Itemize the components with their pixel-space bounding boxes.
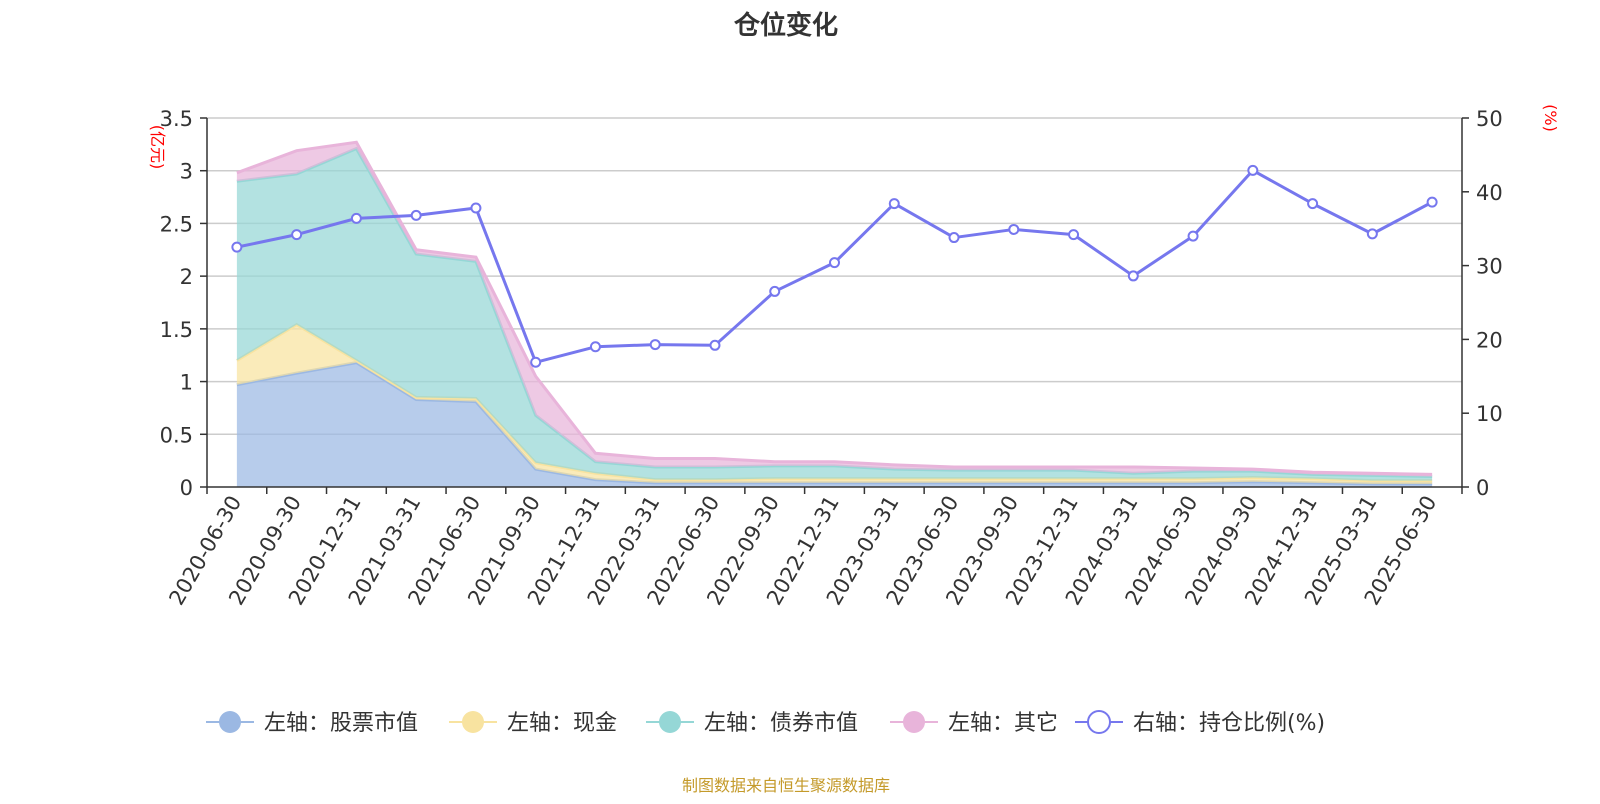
ratio-point — [948, 232, 960, 244]
left-axis-tick-label: 0.5 — [160, 423, 193, 447]
legend-marker — [903, 711, 925, 733]
ratio-point — [1068, 229, 1080, 241]
right-axis-unit-label: (%) — [1541, 104, 1560, 132]
ratio-point — [1307, 198, 1319, 210]
ratio-point — [530, 356, 542, 368]
ratio-point — [1008, 223, 1020, 235]
left-axis-tick-label: 0 — [180, 476, 193, 500]
ratio-point — [350, 212, 362, 224]
ratio-point — [1247, 164, 1259, 176]
legend-label: 左轴：债券市值 — [704, 711, 858, 736]
area-series-1 — [236, 362, 1433, 487]
ratio-point — [709, 339, 721, 351]
ratio-point — [589, 341, 601, 353]
source-note: 制图数据来自恒生聚源数据库 — [682, 776, 890, 795]
left-axis-tick-label: 3 — [180, 160, 193, 184]
right-axis-tick-label: 10 — [1476, 402, 1503, 426]
left-axis-tick-label: 1 — [180, 371, 193, 395]
right-axis-tick-label: 30 — [1476, 255, 1503, 279]
legend-marker — [462, 711, 484, 733]
left-axis-unit-label: (亿元) — [148, 125, 167, 170]
left-axis-tick-label: 2 — [180, 265, 193, 289]
position-ratio-line — [231, 164, 1438, 368]
left-axis-tick-label: 1.5 — [160, 318, 193, 342]
ratio-point — [888, 198, 900, 210]
right-axis-tick-label: 40 — [1476, 181, 1503, 205]
ratio-point — [1187, 230, 1199, 242]
ratio-point — [829, 257, 840, 269]
legend-label: 左轴：现金 — [507, 711, 617, 736]
right-axis-tick-label: 0 — [1476, 476, 1489, 500]
legend-item-3: 左轴：债券市值 — [646, 711, 858, 736]
legend-marker — [659, 711, 681, 733]
left-axis-tick-label: 3.5 — [160, 107, 193, 131]
legend: 左轴：股票市值 左轴：现金 左轴：债券市值 左轴：其它 右轴：持仓比例(%) — [206, 710, 1325, 736]
ratio-point — [769, 285, 781, 297]
area-series-4 — [236, 142, 1433, 477]
stacked-areas — [236, 140, 1433, 487]
legend-marker — [219, 711, 241, 733]
ratio-point — [1127, 270, 1139, 282]
legend-label: 左轴：股票市值 — [264, 711, 418, 736]
right-axis-tick-label: 20 — [1476, 328, 1503, 352]
area-series-3 — [236, 148, 1433, 481]
chart-title: 仓位变化 — [733, 10, 838, 41]
legend-label: 右轴：持仓比例(%) — [1133, 711, 1325, 736]
legend-item-5: 右轴：持仓比例(%) — [1075, 710, 1325, 736]
ratio-point — [291, 229, 303, 241]
ratio-point — [649, 339, 661, 351]
legend-item-4: 左轴：其它 — [890, 711, 1058, 736]
right-axis-tick-label: 50 — [1476, 107, 1503, 131]
ratio-point — [231, 241, 243, 253]
legend-item-1: 左轴：股票市值 — [206, 711, 418, 736]
left-axis-tick-label: 2.5 — [160, 212, 193, 236]
legend-item-2: 左轴：现金 — [449, 711, 617, 736]
ratio-point — [470, 202, 482, 214]
legend-label: 左轴：其它 — [948, 711, 1058, 736]
ratio-point — [1366, 228, 1378, 240]
legend-marker — [1087, 710, 1111, 734]
ratio-point — [410, 209, 422, 221]
area-series-4-edge — [236, 140, 1433, 476]
ratio-point — [1426, 196, 1438, 208]
